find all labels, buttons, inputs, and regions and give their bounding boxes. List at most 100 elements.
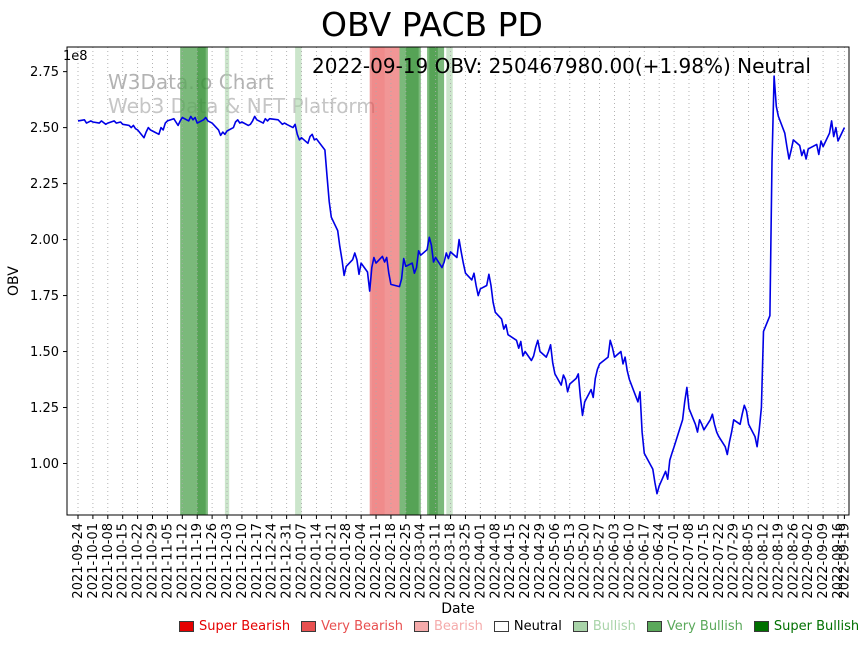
x-tick-label: 2021-10-15 (116, 523, 131, 599)
x-tick-label: 2021-09-24 (71, 523, 86, 599)
legend-swatch (413, 621, 429, 632)
legend-item-neutral: Neutral (493, 619, 562, 634)
x-tick-label: 2022-09-09 (816, 523, 831, 599)
x-tick-label: 2022-04-01 (473, 523, 488, 599)
y-tick-label: 1.75 (30, 289, 59, 304)
y-axis-label: OBV (6, 266, 22, 296)
x-tick-label: 2022-08-26 (786, 523, 801, 599)
signal-band (427, 47, 445, 515)
x-tick-label: 2022-06-17 (637, 523, 652, 599)
legend-label: Neutral (513, 619, 562, 634)
x-tick-label: 2022-04-08 (488, 523, 503, 599)
legend-item-bearish: Bearish (413, 619, 483, 634)
y-tick-label: 2.25 (30, 177, 59, 192)
x-tick-label: 2022-02-18 (384, 523, 399, 599)
x-tick-label: 2021-10-08 (101, 523, 116, 599)
x-tick-label: 2022-07-29 (727, 523, 742, 599)
signal-band (399, 47, 421, 515)
x-tick-label: 2022-06-03 (608, 523, 623, 599)
signal-band (197, 47, 206, 515)
x-tick-label: 2022-08-19 (771, 523, 786, 599)
x-tick-label: 2022-01-14 (309, 523, 324, 599)
x-tick-label: 2022-02-11 (369, 523, 384, 599)
x-tick-label: 2021-10-29 (146, 523, 161, 599)
x-tick-label: 2022-06-10 (622, 523, 637, 599)
x-tick-label: 2021-11-26 (205, 523, 220, 599)
x-tick-label: 2021-10-22 (131, 523, 146, 599)
x-tick-label: 2021-12-03 (220, 523, 235, 599)
legend-label: Bearish (433, 619, 483, 634)
x-tick-label: 2022-05-20 (578, 523, 593, 599)
legend-swatch (179, 621, 194, 632)
plot-border (66, 46, 850, 516)
x-tick-label: 2022-04-22 (518, 523, 533, 599)
x-tick-label: 2022-05-27 (593, 523, 608, 599)
y-tick-label: 2.75 (30, 65, 59, 80)
x-tick-label: 2022-07-01 (667, 523, 682, 599)
x-tick-label: 2022-04-29 (533, 523, 548, 599)
x-tick-label: 2021-11-05 (160, 523, 175, 599)
y-axis-offset-label: 1e8 (63, 49, 88, 64)
x-tick-label: 2022-04-15 (503, 523, 518, 599)
x-tick-label: 2022-08-12 (757, 523, 772, 599)
legend-label: Very Bullish (666, 619, 743, 634)
legend-label: Bullish (592, 619, 636, 634)
x-tick-label: 2022-09-16 (831, 523, 846, 599)
signal-band (405, 47, 419, 515)
x-tick-label: 2022-05-13 (563, 523, 578, 599)
x-tick-label: 2021-12-17 (250, 523, 265, 599)
legend-item-very-bullish: Very Bullish (646, 619, 743, 634)
legend-item-super-bullish: Super Bullish (753, 619, 860, 634)
signal-band (446, 47, 453, 515)
x-tick-label: 2022-03-18 (444, 523, 459, 599)
x-tick-label: 2022-03-11 (429, 523, 444, 599)
legend-swatch (301, 621, 317, 632)
signal-band (369, 47, 400, 515)
signal-band (224, 47, 230, 515)
x-tick-label: 2022-02-25 (399, 523, 414, 599)
signal-band (429, 47, 438, 515)
obv-line (77, 75, 846, 495)
y-tick-label: 1.25 (30, 401, 59, 416)
x-tick-label: 2022-06-24 (652, 523, 667, 599)
legend-swatch (646, 621, 662, 632)
y-tick-label: 2.00 (30, 233, 59, 248)
x-tick-label: 2022-08-05 (742, 523, 757, 599)
x-tick-label: 2021-12-10 (235, 523, 250, 599)
x-tick-label: 2022-01-07 (295, 523, 310, 599)
x-tick-label: 2022-01-28 (339, 523, 354, 599)
x-tick-label: 2021-12-31 (280, 523, 295, 599)
chart-annotation: 2022-09-19 OBV: 250467980.00(+1.98%) Neu… (312, 54, 811, 78)
x-tick-label: 2022-03-04 (414, 523, 429, 599)
x-tick-label: 2022-09-19 (837, 523, 852, 599)
x-tick-label: 2021-11-19 (190, 523, 205, 599)
legend-swatch (753, 621, 769, 632)
signal-band (371, 47, 385, 515)
x-tick-label: 2021-11-12 (175, 523, 190, 599)
legend-label: Very Bearish (321, 619, 403, 634)
legend: Super Bearish Very Bearish Bearish Neutral B… (179, 619, 859, 634)
y-tick-label: 1.50 (30, 345, 59, 360)
x-tick-label: 2022-03-25 (459, 523, 474, 599)
x-tick-label: 2022-07-15 (697, 523, 712, 599)
x-tick-label: 2021-12-24 (265, 523, 280, 599)
x-tick-label: 2022-05-06 (548, 523, 563, 599)
legend-label: Super Bullish (773, 619, 860, 634)
x-axis-label: Date (441, 601, 475, 617)
x-tick-label: 2022-07-22 (712, 523, 727, 599)
x-tick-label: 2021-10-01 (86, 523, 101, 599)
legend-swatch (572, 621, 588, 632)
legend-swatch (493, 621, 509, 632)
x-tick-label: 2022-02-04 (354, 523, 369, 599)
legend-item-bullish: Bullish (572, 619, 636, 634)
legend-item-very-bearish: Very Bearish (301, 619, 403, 634)
chart-title: OBV PACB PD (321, 5, 543, 44)
legend-label: Super Bearish (199, 619, 291, 634)
y-tick-label: 2.50 (30, 121, 59, 136)
x-tick-label: 2022-09-02 (801, 523, 816, 599)
legend-item-super-bearish: Super Bearish (179, 619, 290, 634)
x-tick-label: 2022-01-21 (324, 523, 339, 599)
signal-band (180, 47, 208, 515)
